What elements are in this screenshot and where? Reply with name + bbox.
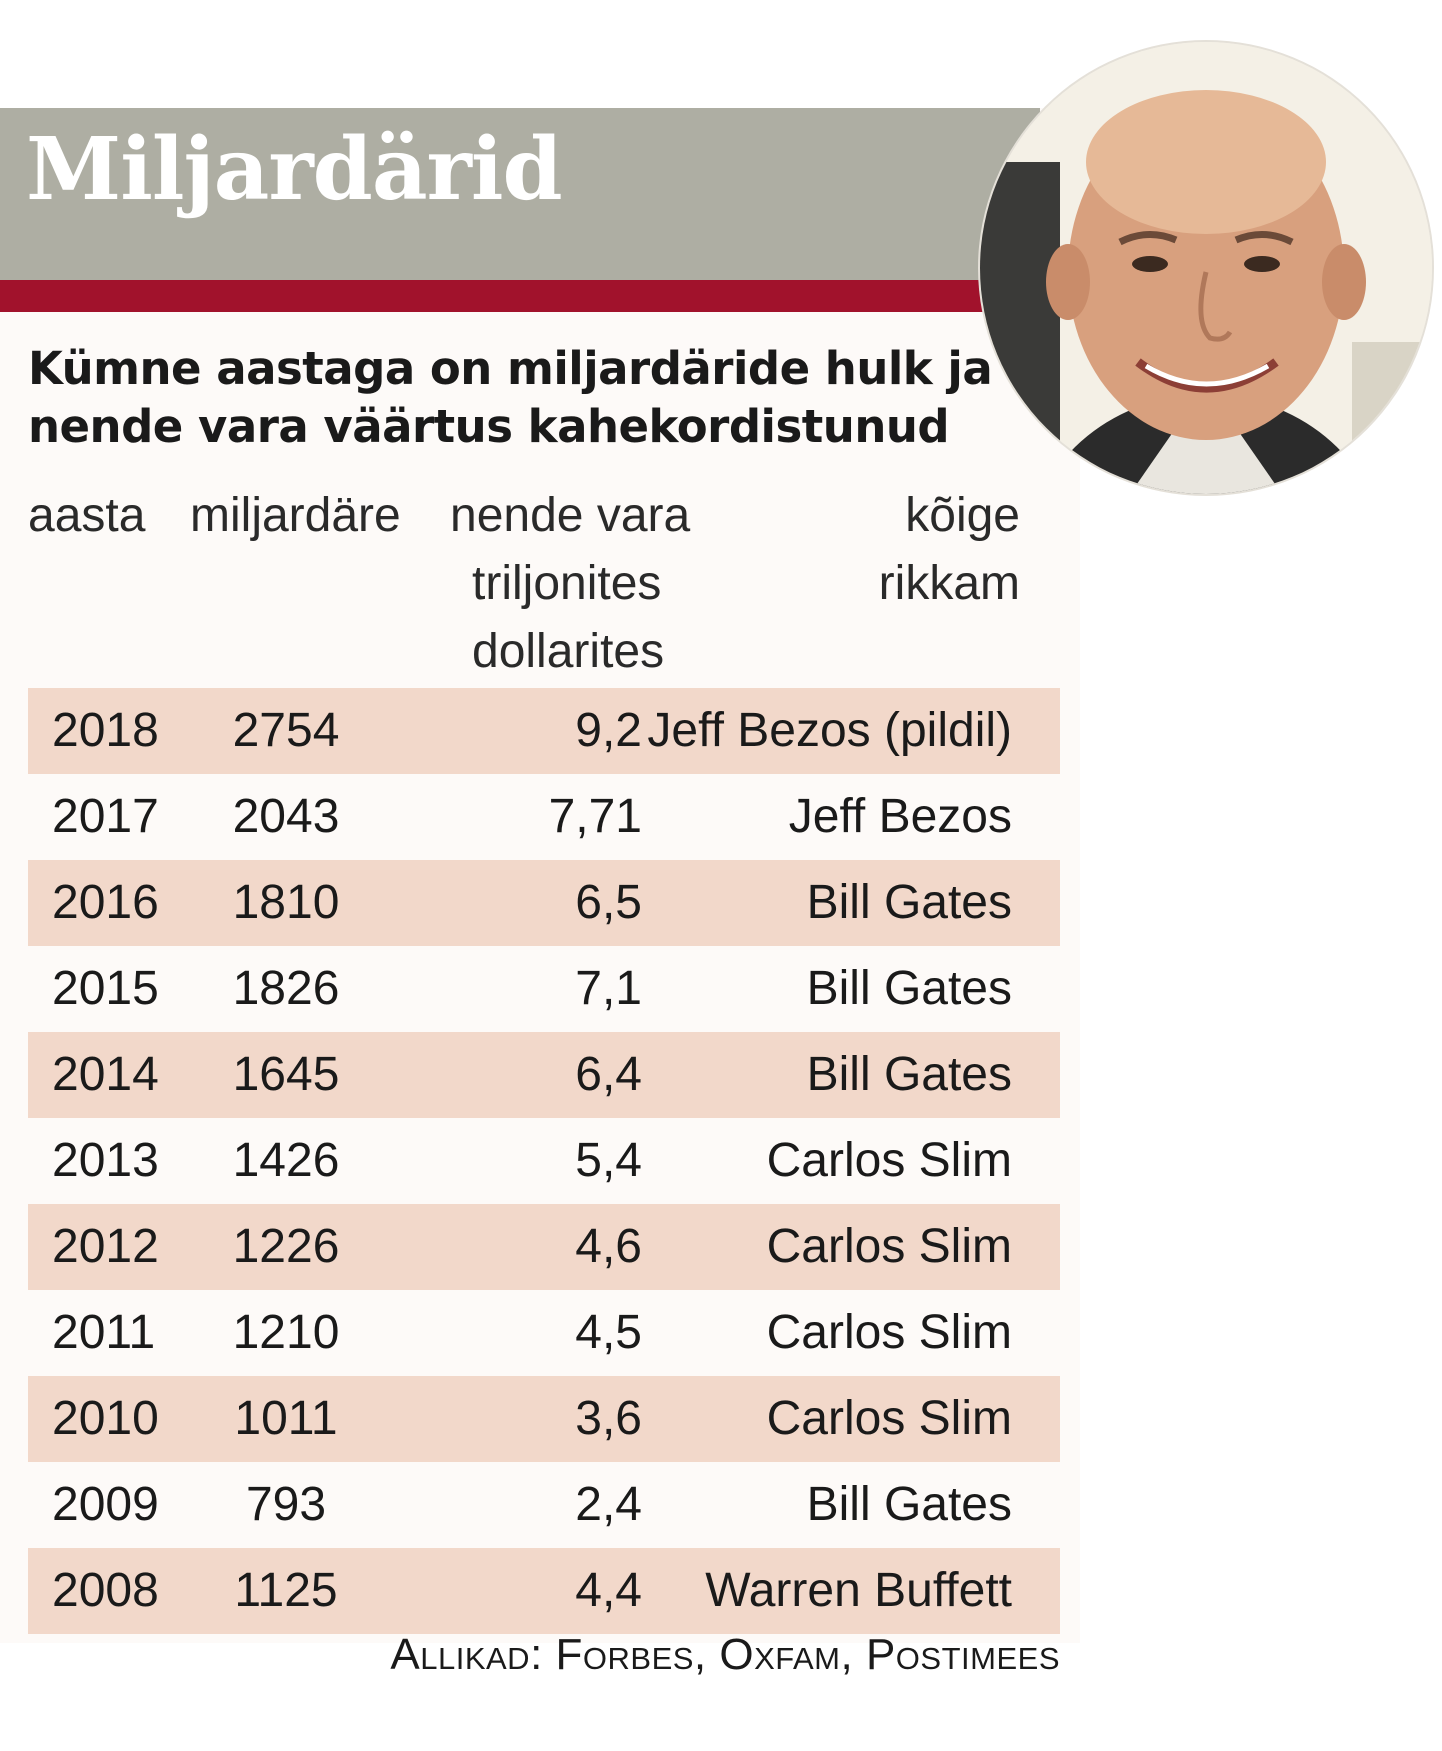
- cell-count: 2043: [232, 790, 340, 843]
- accent-bar: [0, 280, 1040, 312]
- column-header-count: miljardäre: [190, 489, 401, 542]
- cell-count: 1826: [232, 962, 340, 1015]
- cell-year: 2009: [52, 1478, 159, 1531]
- table-row: 2010 1011 3,6 Carlos Slim: [28, 1376, 1060, 1462]
- table-row: 2017 2043 7,71 Jeff Bezos: [28, 774, 1060, 860]
- page-title: Miljardärid: [26, 119, 563, 220]
- cell-richest: Bill Gates: [806, 1478, 1012, 1531]
- table-row: 2009 793 2,4 Bill Gates: [28, 1462, 1060, 1548]
- cell-value: 7,71: [548, 790, 642, 843]
- cell-count: 1426: [232, 1134, 340, 1187]
- cell-value: 3,6: [575, 1392, 642, 1445]
- cell-year: 2012: [52, 1220, 159, 1273]
- billionaires-table: 2018 2754 9,2 Jeff Bezos (pildil) 2017 2…: [28, 688, 1060, 1634]
- cell-count: 1226: [232, 1220, 340, 1273]
- cell-count: 1125: [234, 1564, 338, 1617]
- table-row: 2015 1826 7,1 Bill Gates: [28, 946, 1060, 1032]
- table-row: 2018 2754 9,2 Jeff Bezos (pildil): [28, 688, 1060, 774]
- cell-year: 2017: [52, 790, 159, 843]
- cell-value: 4,6: [575, 1220, 642, 1273]
- cell-richest: Bill Gates: [806, 962, 1012, 1015]
- cell-year: 2010: [52, 1392, 159, 1445]
- cell-count: 1810: [232, 876, 340, 929]
- column-header-value-line2: triljonites: [472, 557, 662, 610]
- cell-value: 4,4: [575, 1564, 642, 1617]
- table-row: 2008 1125 4,4 Warren Buffett: [28, 1548, 1060, 1634]
- table-row: 2014 1645 6,4 Bill Gates: [28, 1032, 1060, 1118]
- column-header-value-line1: nende vara: [450, 489, 691, 542]
- cell-richest: Jeff Bezos: [788, 790, 1012, 843]
- column-header-richest: kõige rikkam: [879, 482, 1020, 618]
- portrait-photo: [980, 42, 1432, 494]
- cell-year: 2016: [52, 876, 159, 929]
- table-row: 2011 1210 4,5 Carlos Slim: [28, 1290, 1060, 1376]
- cell-count: 793: [245, 1478, 327, 1531]
- cell-value: 5,4: [575, 1134, 642, 1187]
- cell-value: 6,5: [575, 876, 642, 929]
- cell-count: 1645: [232, 1048, 340, 1101]
- cell-value: 2,4: [575, 1478, 642, 1531]
- cell-year: 2015: [52, 962, 159, 1015]
- cell-value: 9,2: [575, 704, 642, 757]
- cell-value: 6,4: [575, 1048, 642, 1101]
- cell-value: 4,5: [575, 1306, 642, 1359]
- cell-richest: Carlos Slim: [766, 1392, 1012, 1445]
- cell-count: 2754: [232, 704, 340, 757]
- column-header-richest-line2: rikkam: [878, 557, 1020, 610]
- cell-year: 2013: [52, 1134, 159, 1187]
- cell-richest: Carlos Slim: [766, 1306, 1012, 1359]
- table-row: 2012 1226 4,6 Carlos Slim: [28, 1204, 1060, 1290]
- column-header-value: nende vara triljonites dollarites: [450, 482, 690, 686]
- cell-richest: Carlos Slim: [766, 1220, 1012, 1273]
- table-row: 2016 1810 6,5 Bill Gates: [28, 860, 1060, 946]
- table-row: 2013 1426 5,4 Carlos Slim: [28, 1118, 1060, 1204]
- column-header-year: aasta: [28, 489, 146, 542]
- cell-count: 1011: [234, 1392, 338, 1445]
- header-band: [0, 108, 1040, 280]
- cell-richest: Warren Buffett: [705, 1564, 1012, 1617]
- cell-richest: Jeff Bezos (pildil): [647, 704, 1012, 757]
- cell-value: 7,1: [575, 962, 642, 1015]
- portrait-illustration: [980, 42, 1432, 494]
- column-header-richest-line1: kõige: [905, 489, 1020, 542]
- column-header-value-line3: dollarites: [472, 625, 665, 678]
- cell-year: 2008: [52, 1564, 159, 1617]
- subtitle: Kümne aastaga on miljardäride hulk ja ne…: [28, 342, 993, 453]
- source-note: Allikad: Forbes, Oxfam, Postimees: [390, 1630, 1060, 1679]
- cell-year: 2014: [52, 1048, 159, 1101]
- cell-richest: Bill Gates: [806, 876, 1012, 929]
- cell-richest: Carlos Slim: [766, 1134, 1012, 1187]
- cell-year: 2011: [52, 1306, 156, 1359]
- cell-count: 1210: [232, 1306, 340, 1359]
- cell-year: 2018: [52, 704, 159, 757]
- cell-richest: Bill Gates: [806, 1048, 1012, 1101]
